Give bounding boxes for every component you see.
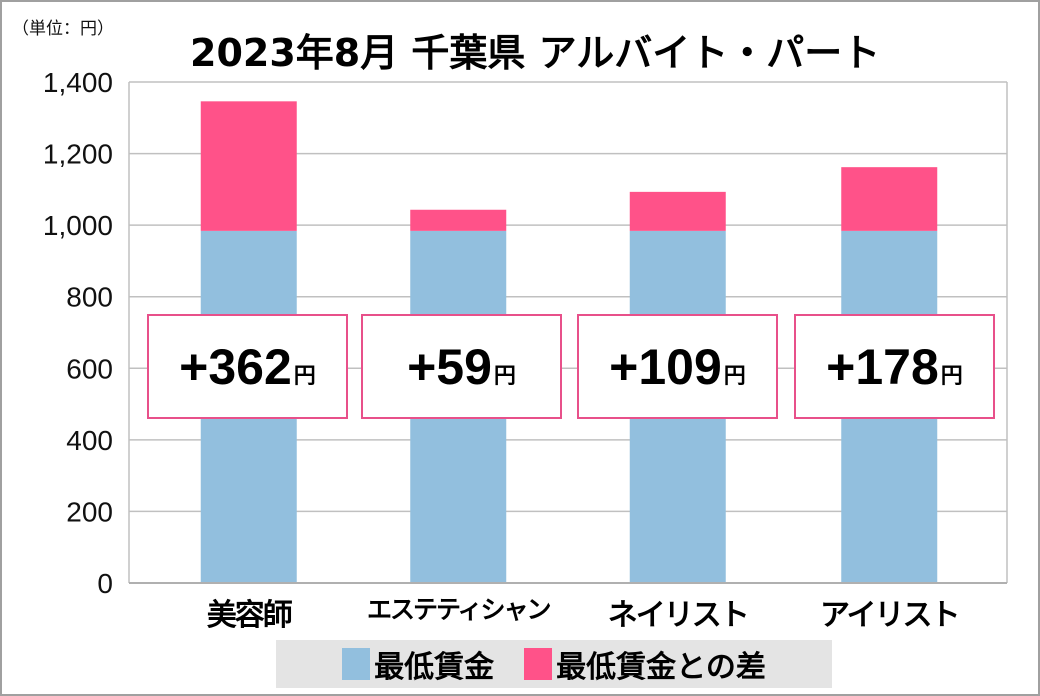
bar-diff [841, 167, 938, 231]
diff-unit: 円 [293, 362, 316, 388]
legend: 最低賃金 最低賃金との差 [276, 640, 832, 688]
bar-diff [200, 101, 297, 231]
chart-title: 2023年8月 千葉県 アルバイト・パート [190, 31, 881, 75]
y-tick-label: 600 [66, 353, 113, 384]
diff-unit: 円 [723, 362, 746, 388]
bar-diff [410, 209, 507, 231]
diff-value: +362 [179, 338, 292, 395]
legend-item-base: 最低賃金 [342, 642, 494, 686]
legend-label-diff: 最低賃金との差 [556, 650, 766, 685]
y-tick-label: 200 [66, 496, 113, 527]
x-tick-label: 美容師 [206, 598, 293, 633]
y-tick-label: 400 [66, 425, 113, 456]
y-tick-label: 800 [66, 282, 113, 313]
y-tick-label: 0 [97, 568, 113, 599]
diff-annotation: +59 円 [361, 314, 562, 419]
diff-unit: 円 [493, 362, 516, 388]
x-tick-label: アイリスト [820, 598, 960, 633]
legend-label-base: 最低賃金 [374, 650, 495, 685]
y-tick-label: 1,200 [43, 139, 113, 170]
unit-note: （単位：円） [12, 19, 114, 39]
x-tick-label: ネイリスト [607, 598, 750, 633]
diff-value: +109 [609, 338, 722, 395]
diff-annotation: +362 円 [147, 314, 348, 419]
y-tick-label: 1,000 [43, 210, 113, 241]
bar-diff [629, 191, 726, 231]
diff-value: +59 [407, 338, 492, 395]
legend-swatch-base [342, 648, 371, 680]
diff-unit: 円 [940, 362, 963, 388]
legend-item-diff: 最低賃金との差 [524, 642, 766, 686]
diff-annotation: +109 円 [577, 314, 778, 419]
legend-swatch-diff [524, 648, 553, 680]
y-tick-label: 1,400 [43, 67, 113, 98]
diff-value: +178 [826, 338, 939, 395]
x-tick-label: エステティシャン [366, 595, 552, 624]
diff-annotation: +178 円 [794, 314, 995, 419]
